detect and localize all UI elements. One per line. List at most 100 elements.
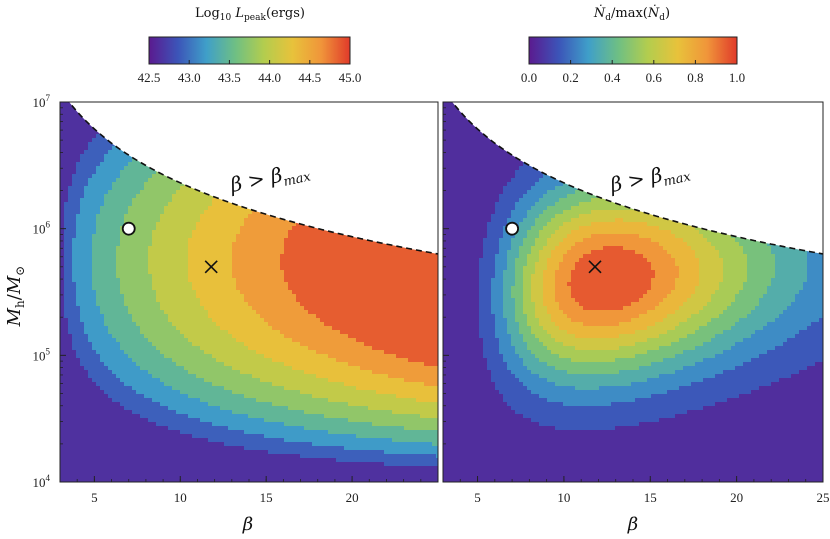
heatmap-cell <box>72 214 77 219</box>
heatmap-cell <box>64 150 69 155</box>
heatmap-cell <box>212 250 217 255</box>
heatmap-cell <box>252 222 257 227</box>
heatmap-cell <box>288 226 293 231</box>
heatmap-cell <box>260 286 265 291</box>
heatmap-cell <box>264 226 269 231</box>
heatmap-cell <box>256 226 261 231</box>
heatmap-cell <box>220 258 225 263</box>
heatmap-cell <box>108 198 113 203</box>
heatmap-cell <box>196 254 201 259</box>
heatmap-cell <box>408 270 413 275</box>
heatmap-cell <box>228 234 233 239</box>
heatmap-cell <box>256 250 261 255</box>
heatmap-cell <box>108 286 113 291</box>
heatmap-cell <box>88 162 93 167</box>
heatmap-cell <box>216 210 221 215</box>
heatmap-cell <box>312 294 317 299</box>
heatmap-cell <box>212 206 217 211</box>
heatmap-cell <box>280 298 285 303</box>
heatmap-cell <box>220 270 225 275</box>
heatmap-cell <box>88 218 93 223</box>
heatmap-cell <box>176 282 181 287</box>
heatmap-cell <box>72 166 77 171</box>
heatmap-cell <box>336 298 341 303</box>
heatmap-cell <box>348 290 353 295</box>
heatmap-cell <box>200 282 205 287</box>
heatmap-cell <box>104 270 109 275</box>
heatmap-cell <box>328 246 333 251</box>
heatmap-cell <box>64 130 69 135</box>
heatmap-cell <box>72 174 77 179</box>
heatmap-cell <box>212 234 217 239</box>
heatmap-cell <box>404 306 409 311</box>
heatmap-cell <box>192 206 197 211</box>
heatmap-cell <box>252 274 257 279</box>
heatmap-cell <box>116 242 121 247</box>
heatmap-cell <box>148 258 153 263</box>
heatmap-cell <box>360 242 365 247</box>
heatmap-cell <box>64 294 69 299</box>
heatmap-cell <box>360 282 365 287</box>
heatmap-cell <box>144 246 149 251</box>
heatmap-cell <box>320 278 325 283</box>
heatmap-cell <box>220 306 225 311</box>
heatmap-cell <box>88 242 93 247</box>
heatmap-cell <box>200 202 205 207</box>
heatmap-cell <box>208 274 213 279</box>
heatmap-cell <box>216 242 221 247</box>
heatmap-cell <box>136 162 141 167</box>
heatmap-cell <box>232 290 237 295</box>
heatmap-cell <box>84 158 89 163</box>
heatmap-cell <box>108 214 113 219</box>
heatmap-cell <box>72 190 77 195</box>
heatmap-cell <box>264 234 269 239</box>
heatmap-cell <box>156 186 161 191</box>
heatmap-cell <box>136 274 141 279</box>
heatmap-cell <box>172 194 177 199</box>
heatmap-cell <box>64 270 69 275</box>
heatmap-cell <box>272 222 277 227</box>
heatmap-cell <box>72 130 77 135</box>
heatmap-cell <box>64 202 69 207</box>
heatmap-cell <box>168 178 173 183</box>
heatmap-cell <box>172 270 177 275</box>
heatmap-cell <box>104 258 109 263</box>
heatmap-cell <box>344 306 349 311</box>
heatmap-cell <box>228 306 233 311</box>
heatmap-cell <box>248 282 253 287</box>
heatmap-cell <box>80 138 85 143</box>
heatmap-cell <box>60 254 65 259</box>
heatmap-cell <box>372 250 377 255</box>
heatmap-cell <box>320 250 325 255</box>
heatmap-cell <box>360 274 365 279</box>
heatmap-cell <box>436 258 438 263</box>
heatmap-cell <box>64 274 69 279</box>
heatmap-cell <box>316 274 321 279</box>
heatmap-cell <box>180 266 185 271</box>
heatmap-cell <box>280 262 285 267</box>
heatmap-cell <box>312 298 317 303</box>
heatmap-cell <box>76 114 81 119</box>
heatmap-cell <box>92 302 97 307</box>
heatmap-cell <box>404 282 409 287</box>
heatmap-cell <box>176 298 181 303</box>
heatmap-cell <box>72 226 77 231</box>
heatmap-cell <box>128 262 133 267</box>
heatmap-cell <box>204 302 209 307</box>
heatmap-cell <box>244 258 249 263</box>
heatmap-cell <box>368 262 373 267</box>
heatmap-cell <box>72 262 77 267</box>
heatmap-cell <box>224 258 229 263</box>
heatmap-cell <box>104 182 109 187</box>
heatmap-cell <box>96 202 101 207</box>
heatmap-cell <box>128 310 133 315</box>
heatmap-cell <box>152 174 157 179</box>
heatmap-cell <box>192 302 197 307</box>
heatmap-cell <box>292 282 297 287</box>
heatmap-cell <box>208 230 213 235</box>
colorbar-luminosity-bar <box>148 36 351 65</box>
heatmap-cell <box>312 254 317 259</box>
heatmap-cell <box>364 286 369 291</box>
heatmap-cell <box>352 302 357 307</box>
heatmap-cell <box>104 226 109 231</box>
